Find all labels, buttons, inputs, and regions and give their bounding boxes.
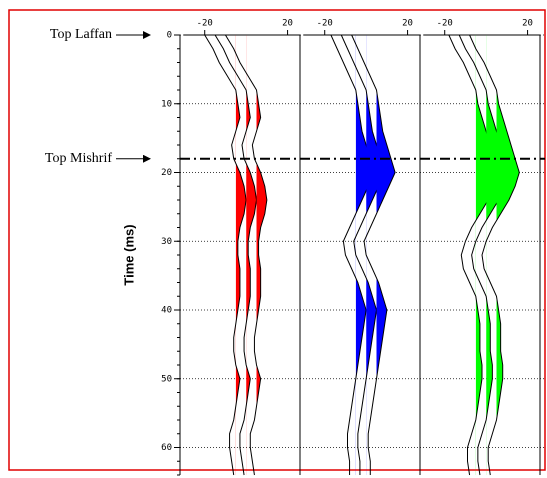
- x-tick-label: 20: [282, 19, 293, 29]
- trace: [458, 34, 510, 476]
- y-tick-label: 50: [161, 374, 172, 384]
- y-tick-label: 60: [161, 443, 172, 453]
- trace: [340, 34, 386, 475]
- y-tick-label: 40: [161, 306, 172, 316]
- positive-fill: [475, 35, 499, 475]
- trace: [330, 34, 375, 475]
- trace: [204, 34, 247, 476]
- x-tick-label: -20: [317, 19, 333, 29]
- trace: [225, 34, 268, 476]
- y-tick-label: 10: [161, 99, 172, 109]
- y-tick-label: 20: [161, 168, 172, 178]
- x-tick-label: -20: [197, 19, 213, 29]
- trace: [469, 34, 520, 476]
- positive-fill: [355, 35, 375, 475]
- trace: [214, 34, 258, 476]
- x-tick-label: 20: [402, 19, 413, 29]
- horizon-label: Top Mishrif: [45, 151, 112, 166]
- y-tick-label: 30: [161, 237, 172, 247]
- frame: [8, 9, 546, 471]
- trace: [351, 34, 396, 475]
- trace: [448, 34, 500, 476]
- y-tick-label: 0: [167, 31, 172, 41]
- horizon-label: Top Laffan: [50, 27, 112, 42]
- y-axis-label: Time (ms): [121, 224, 136, 285]
- x-tick-label: -20: [437, 19, 453, 29]
- positive-fill: [235, 35, 247, 475]
- positive-fill: [486, 90, 509, 420]
- x-tick-label: 20: [522, 19, 533, 29]
- positive-fill: [496, 35, 520, 475]
- positive-fill: [376, 35, 396, 475]
